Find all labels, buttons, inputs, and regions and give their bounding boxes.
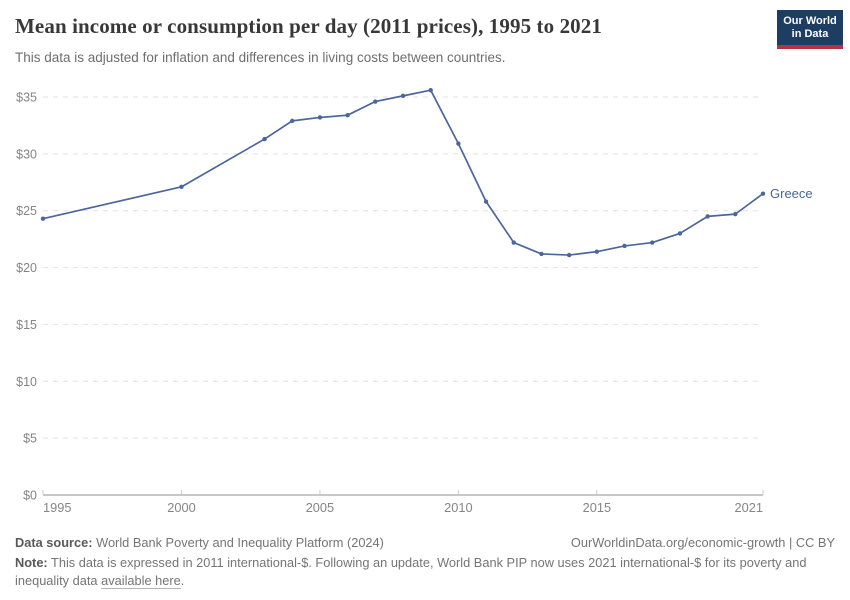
data-point-marker [373,99,378,104]
y-axis-tick-label: $15 [16,318,37,332]
data-point-marker [566,252,572,258]
data-point-marker [705,214,710,219]
line-chart-plot-area: $0 $5 $10 $15 $20 $25 $30 $35 1995 2000 2005 2010 20… [16,87,813,515]
owid-logo[interactable]: Our World in Data [777,10,843,49]
data-point-marker [317,115,323,120]
chart-title: Mean income or consumption per day (2011… [15,14,602,38]
owid-url-link[interactable]: OurWorldinData.org/economic-growth [570,535,786,550]
data-source-label: Data source: [15,535,93,550]
y-axis-tick-label: $25 [16,204,37,218]
data-point-marker [733,211,738,217]
data-point-marker [622,243,627,249]
data-point-marker [428,87,433,93]
data-source-text: Data source: World Bank Poverty and Ineq… [15,534,384,551]
x-axis-tick-label: 2000 [167,500,195,515]
data-point-marker [594,249,600,254]
data-point-marker [539,251,544,257]
y-axis-tick-label: $10 [16,375,37,389]
y-axis-tick-label: $0 [23,489,37,503]
data-point-marker [511,240,516,245]
footer-source-row: Data source: World Bank Poverty and Ineq… [15,534,835,551]
data-point-marker [262,136,267,142]
x-axis-tick-label: 2005 [306,500,334,515]
footer-separator: | [789,535,793,550]
data-point-marker [650,240,655,245]
data-line [42,89,764,256]
note-text-end: . [180,572,185,588]
y-axis-tick-label: $30 [16,147,37,161]
data-point-marker [483,199,489,204]
owid-logo-text-line1: Our World [783,15,837,27]
y-axis-tick-label: $35 [16,91,37,105]
x-axis-tick-label: 2021 [735,500,763,515]
footer-license-text: OurWorldinData.org/economic-growth | CC … [571,534,835,551]
data-point-marker [290,118,295,124]
data-point-marker [345,112,350,118]
data-point-marker [677,231,683,236]
data-point-marker [760,191,766,196]
note-label: Note: [15,555,48,571]
data-point-marker [179,184,184,190]
x-axis-tick-label: 2015 [583,500,611,515]
x-axis-tick-label: 1995 [43,500,71,515]
owid-logo-text-line2: in Data [791,28,829,40]
y-axis-tick-label: $5 [23,432,37,446]
available-here-link[interactable]: available here [101,572,181,588]
footer-note: Note: This data is expressed in 2011 int… [15,554,835,589]
note-text: This data is expressed in 2011 internati… [15,555,807,588]
series-entity-label: Greece [770,186,813,201]
chart-subtitle: This data is adjusted for inflation and … [15,50,506,65]
data-point-marker [400,93,406,99]
data-point-marker [456,141,461,146]
license-label: CC BY [795,535,835,550]
y-axis-tick-label: $20 [16,261,37,275]
data-point-marker [40,216,46,221]
data-source-value: World Bank Poverty and Inequality Platfo… [96,535,384,550]
chart-footer: Data source: World Bank Poverty and Ineq… [15,534,835,589]
x-axis-tick-label: 2010 [444,500,472,515]
